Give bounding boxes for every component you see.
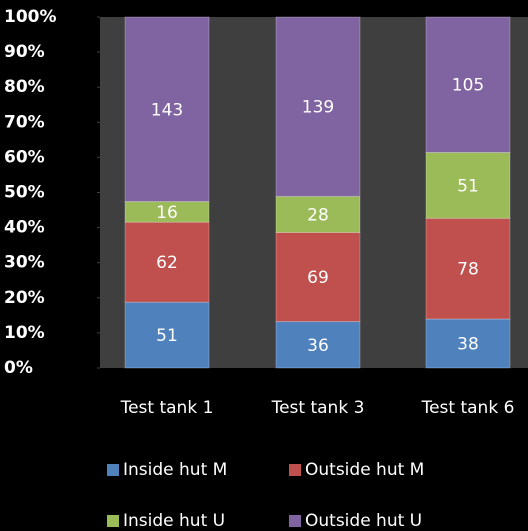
x-tick-label: Test tank 1: [120, 398, 214, 418]
data-label: 51: [457, 176, 479, 196]
data-label: 69: [307, 268, 329, 288]
data-label: 139: [302, 98, 334, 118]
y-tick-label: 20%: [4, 288, 45, 308]
bar-segment: [124, 221, 210, 303]
bar-segment: [275, 232, 361, 323]
x-tick-label: Test tank 6: [421, 398, 515, 418]
bar-segment: [275, 321, 361, 369]
data-label: 105: [452, 76, 484, 96]
y-tick-label: 10%: [4, 323, 45, 343]
legend-swatch: [289, 464, 301, 476]
y-tick-label: 0%: [4, 358, 33, 378]
bar-segment: [425, 318, 511, 369]
y-tick-label: 80%: [4, 77, 45, 97]
data-label: 28: [307, 205, 329, 225]
legend-label: Inside hut M: [123, 460, 227, 480]
legend-label: Inside hut U: [123, 511, 225, 531]
bar-segment: [425, 16, 511, 153]
bar-segment: [124, 16, 210, 203]
y-tick-label: 70%: [4, 112, 45, 132]
bar-segment: [124, 301, 210, 369]
y-tick-label: 50%: [4, 183, 45, 203]
bar-segment: [425, 151, 511, 219]
legend-swatch: [289, 515, 301, 527]
legend-swatch: [107, 515, 119, 527]
bar-segment: [275, 195, 361, 234]
x-tick-label: Test tank 3: [271, 398, 365, 418]
y-tick-label: 100%: [4, 7, 57, 27]
bar-segment: [275, 16, 361, 197]
y-tick-label: 30%: [4, 253, 45, 273]
y-tick-label: 60%: [4, 147, 45, 167]
data-label: 16: [156, 203, 178, 223]
data-label: 62: [156, 253, 178, 273]
data-label: 51: [156, 326, 178, 346]
bar-segment: [425, 217, 511, 320]
data-label: 78: [457, 260, 479, 280]
data-label: 36: [307, 336, 329, 356]
legend-swatch: [107, 464, 119, 476]
legend-label: Outside hut M: [305, 460, 424, 480]
y-tick-label: 90%: [4, 42, 45, 62]
data-label: 38: [457, 334, 479, 354]
y-tick-label: 40%: [4, 218, 45, 238]
data-label: 143: [151, 100, 183, 120]
legend-label: Outside hut U: [305, 511, 422, 531]
